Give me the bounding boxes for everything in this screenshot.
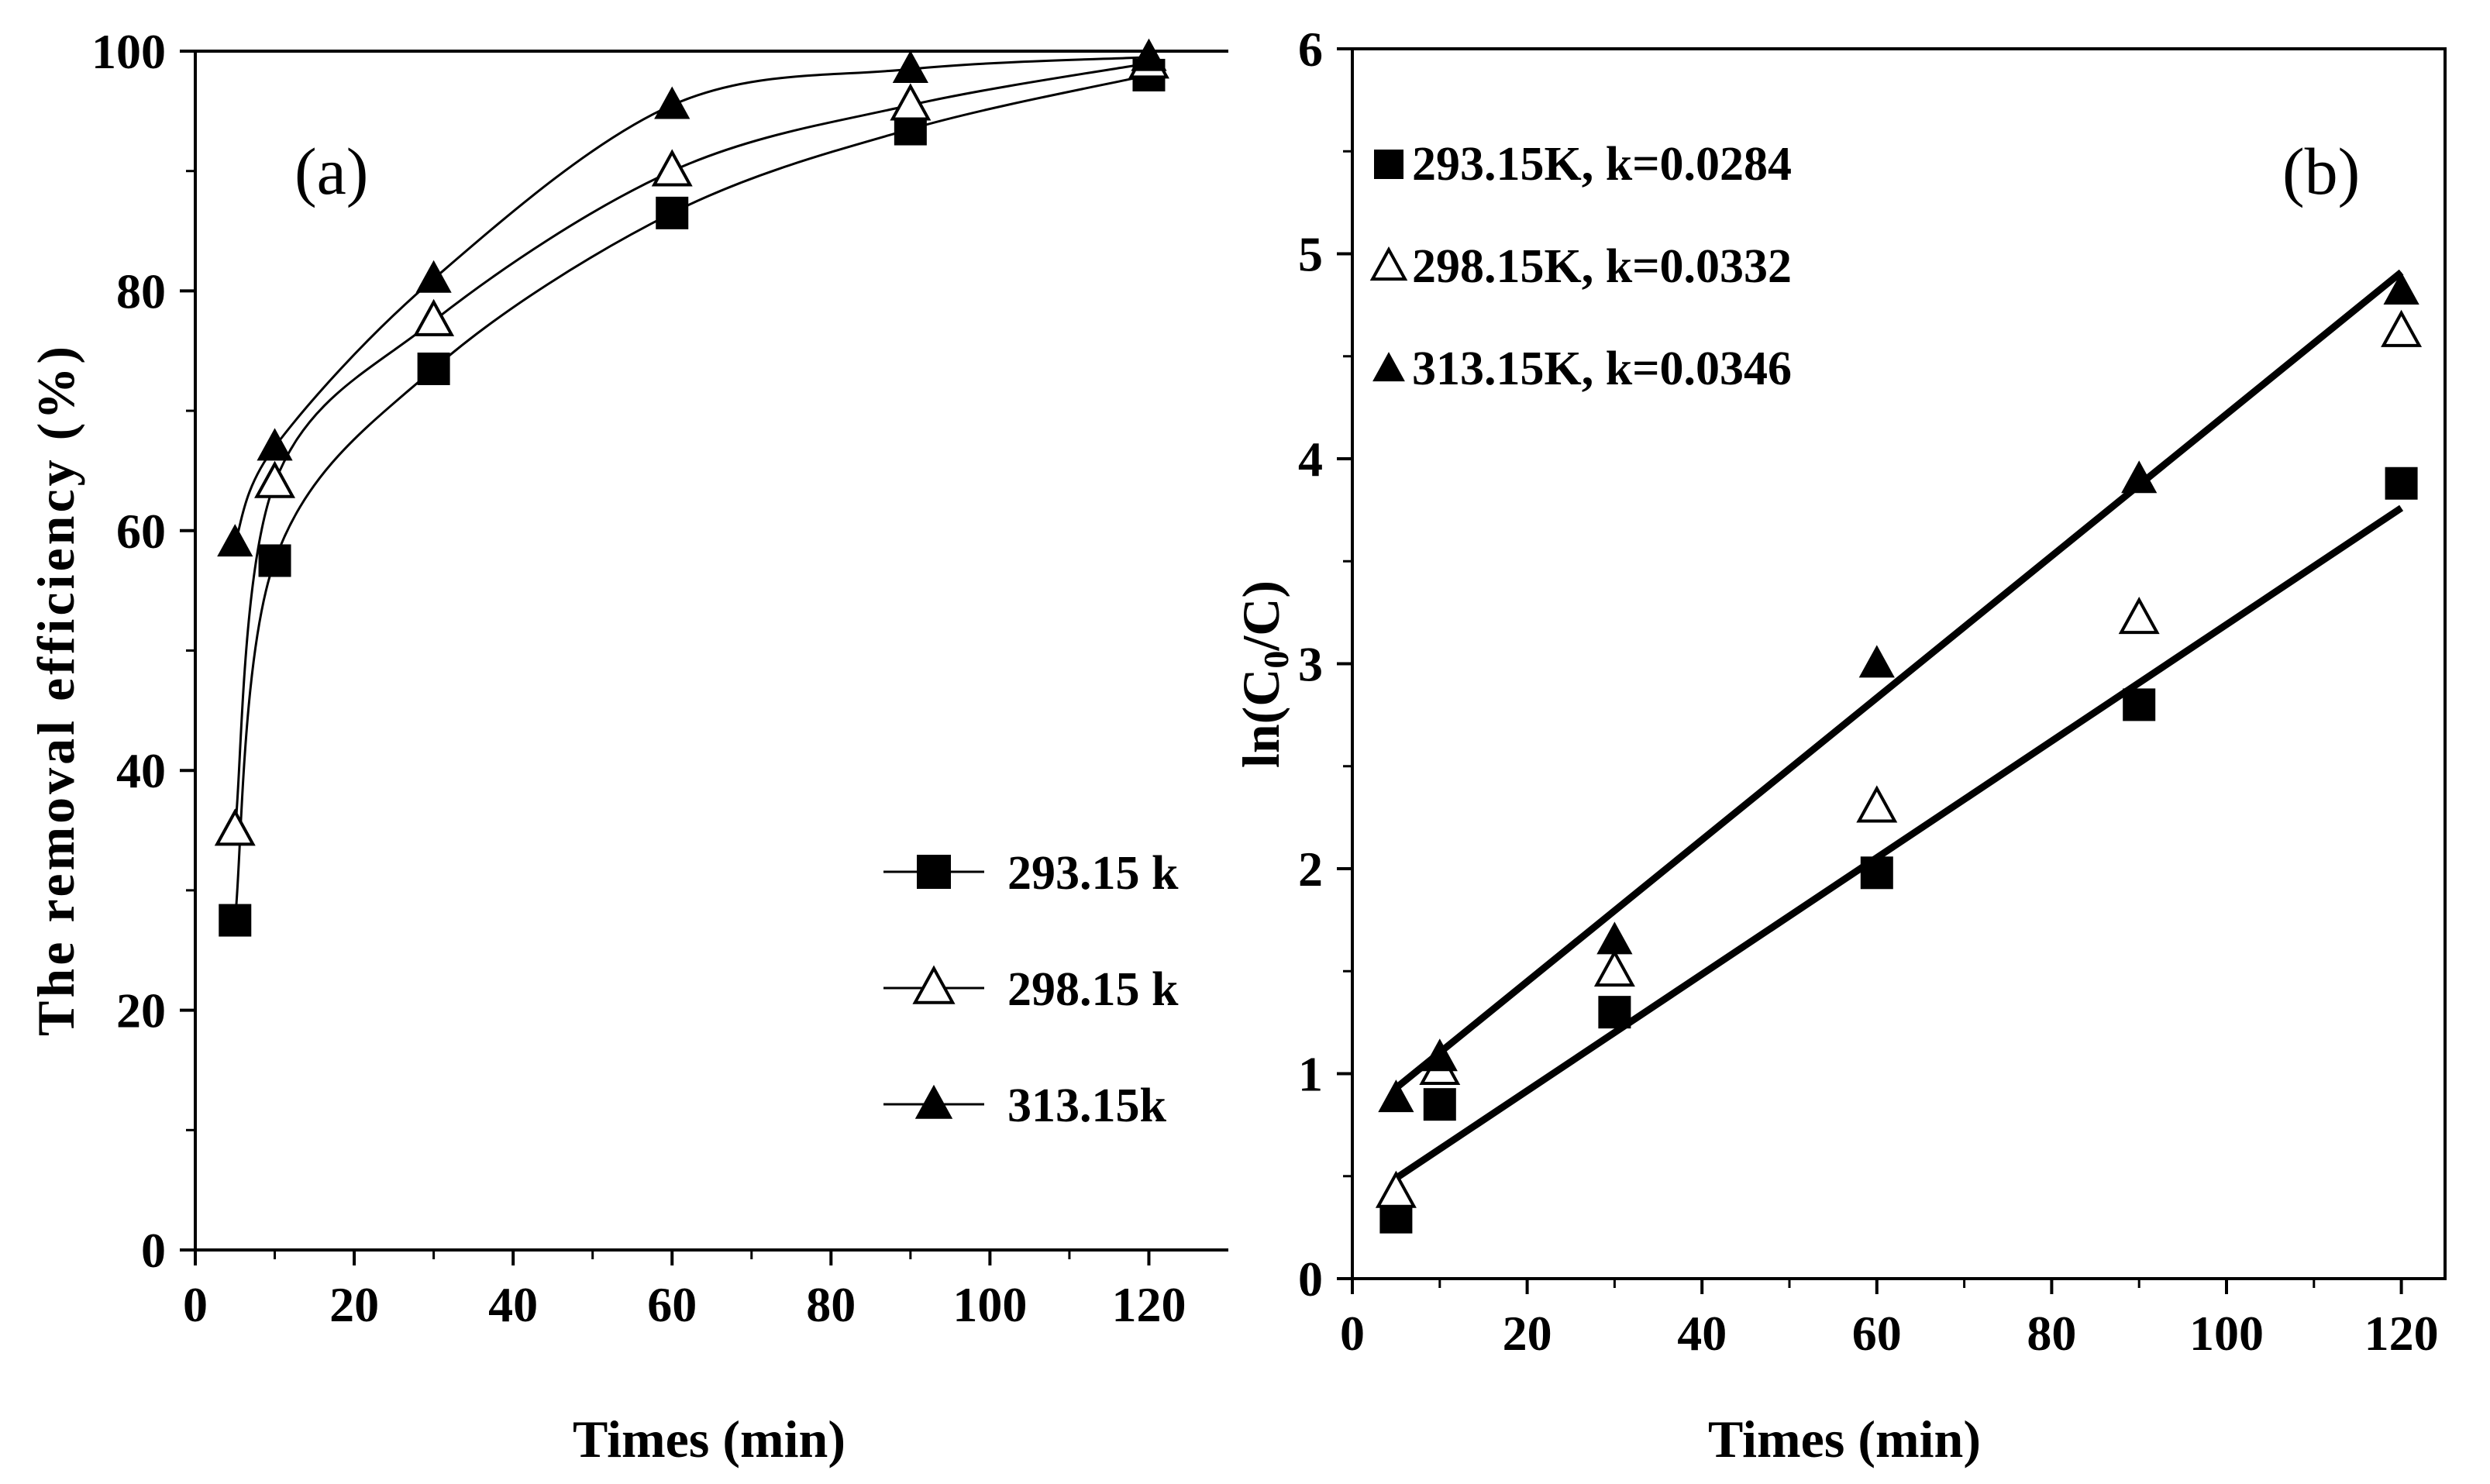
panel-a-data-point-s2	[214, 808, 256, 846]
panel-a-data-point-s3	[1131, 38, 1167, 71]
panel-a-series-line-1	[233, 74, 1149, 921]
panel-a-data-point-s3	[415, 260, 452, 293]
panel-a-legend-label: 293.15 k	[1007, 847, 1179, 900]
panel-b-data-point-s2	[1856, 785, 1898, 823]
panel-b-data-point-s2	[2381, 309, 2423, 347]
panel-b-x-tick-label: 20	[1503, 1306, 1552, 1361]
panel-a-y-axis-title: The removal efficiency (%)	[26, 343, 85, 1036]
panel-a-data-point-s2	[651, 149, 693, 187]
panel-b-legend-marker	[1369, 246, 1408, 281]
panel-b-x-axis-title: Times (min)	[1708, 1410, 1981, 1469]
chart-panel-a: (a) Times (min) The removal efficiency (…	[26, 24, 1228, 1469]
panel-b-label: (b)	[2282, 134, 2360, 208]
panel-b-y-tick-label: 2	[1298, 842, 1323, 897]
panel-a-legend-marker	[912, 965, 956, 1004]
panel-b-x-tick-label: 40	[1677, 1306, 1727, 1361]
panel-a-data-point-s1	[258, 544, 291, 577]
chart-panel-b: (b) Times (min) ln(C0/C) 0 20 40 60 80 100 120…	[1231, 22, 2447, 1469]
panel-a-x-tick-label: 100	[952, 1277, 1027, 1332]
panel-b-y-tick-label: 0	[1298, 1252, 1323, 1307]
panel-a-y-tick-label: 100	[91, 24, 166, 79]
panel-a-data-point-s3	[257, 428, 293, 461]
panel-a-data-point-s2	[890, 83, 932, 121]
panel-b-y-tick-label: 1	[1298, 1047, 1323, 1102]
panel-b-x-tick-label: 120	[2364, 1306, 2439, 1361]
panel-b-data-point-s3	[1858, 645, 1895, 678]
panel-b-data-point-s2	[2118, 597, 2160, 635]
panel-b-x-tick-label: 0	[1340, 1306, 1365, 1361]
panel-a-y-tick-label: 20	[116, 983, 166, 1038]
panel-a-data-point-s1	[417, 352, 450, 385]
panel-a-legend-label: 298.15 k	[1007, 963, 1179, 1016]
panel-a-x-tick-label: 60	[647, 1277, 697, 1332]
panel-b-x-tick-label: 100	[2189, 1306, 2264, 1361]
panel-b-data-point-s1	[2123, 688, 2156, 721]
panel-a-series-line-3	[233, 56, 1149, 543]
panel-a-data-point-s1	[219, 904, 252, 937]
panel-b-data-point-s3	[1421, 1038, 1458, 1072]
panel-a-data-point-s2	[254, 460, 296, 498]
panel-b-data-point-s1	[2385, 467, 2418, 500]
panel-b-data-point-s3	[2121, 460, 2158, 494]
panel-b-data-point-s3	[1378, 1079, 1414, 1113]
panel-a-y-tick-label: 40	[116, 743, 166, 798]
panel-a-y-tick-label: 60	[116, 504, 166, 559]
panel-a-x-tick-label: 0	[183, 1277, 208, 1332]
panel-a-y-tick-label: 80	[116, 263, 166, 318]
panel-a-data-point-s1	[656, 196, 689, 229]
panel-a-data-point-s2	[413, 298, 455, 336]
panel-b-legend-marker	[1372, 352, 1405, 382]
panel-a-x-axis-title: Times (min)	[573, 1410, 845, 1469]
panel-b-data-point-s1	[1860, 856, 1893, 890]
panel-a-series-line-2	[233, 61, 1149, 831]
panel-b-data-point-s1	[1598, 996, 1631, 1029]
panel-b-y-tick-label: 5	[1298, 227, 1323, 282]
panel-b-legend-label: 313.15K, k=0.0346	[1412, 343, 1792, 395]
panel-b-legend-marker	[1374, 150, 1403, 179]
panel-a-label: (a)	[294, 134, 368, 208]
panel-b-x-tick-label: 60	[1852, 1306, 1902, 1361]
panel-a-data-point-s3	[654, 86, 691, 119]
panel-a-legend-label: 313.15k	[1007, 1079, 1167, 1132]
panel-a-data-point-s3	[217, 524, 253, 557]
panel-a-data-point-s3	[892, 50, 928, 84]
panel-b-y-tick-label: 4	[1298, 432, 1323, 487]
panel-a-x-tick-label: 40	[488, 1277, 538, 1332]
panel-a-x-tick-label: 80	[806, 1277, 856, 1332]
panel-b-fit-313.15K	[1393, 269, 2404, 1091]
panel-a-x-tick-label: 20	[329, 1277, 379, 1332]
panel-b-y-tick-label: 3	[1298, 637, 1323, 692]
panel-a-legend-marker	[917, 855, 951, 889]
panel-b-y-tick-label: 6	[1298, 22, 1323, 77]
panel-b-legend-label: 293.15K, k=0.0284	[1412, 138, 1792, 191]
panel-b-data-point-s3	[1596, 921, 1633, 955]
panel-b-data-point-s1	[1423, 1088, 1456, 1121]
panel-b-legend-label: 298.15K, k=0.0332	[1412, 240, 1792, 293]
panel-a-y-tick-label: 0	[141, 1223, 166, 1278]
panel-a-x-tick-label: 120	[1111, 1277, 1186, 1332]
panel-b-y-axis-title: ln(C0/C)	[1231, 580, 1296, 768]
panel-b-data-point-s3	[2383, 271, 2419, 305]
panel-b-x-tick-label: 80	[2027, 1306, 2076, 1361]
panel-a-legend-marker	[914, 1084, 953, 1119]
panel-b-data-point-s2	[1593, 949, 1635, 987]
panel-b-data-point-s2	[1375, 1170, 1417, 1208]
panel-b-fit-293.15K	[1393, 504, 2404, 1182]
